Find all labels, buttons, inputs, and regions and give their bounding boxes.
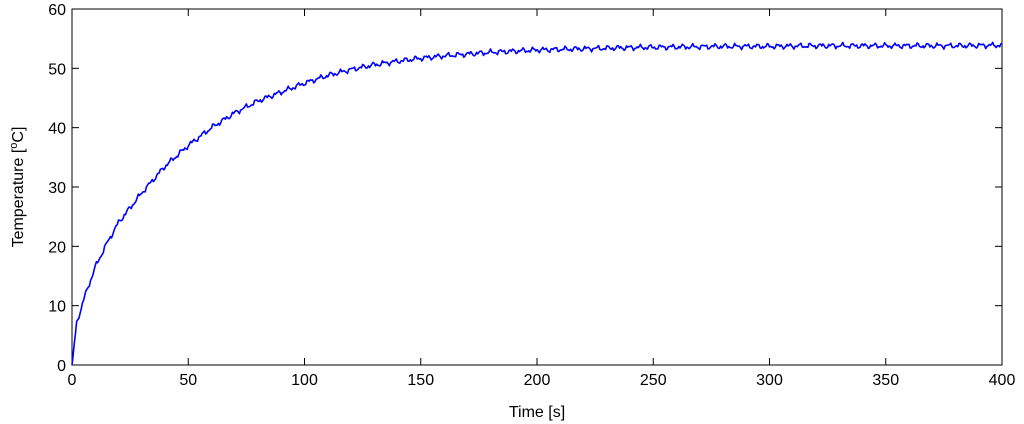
x-tick-label: 150 [407,372,434,389]
x-tick-label: 350 [872,372,899,389]
x-tick-label: 50 [179,372,197,389]
y-tick-label: 10 [48,299,66,316]
x-tick-label: 400 [989,372,1016,389]
y-axis-label-degree: o [8,143,20,149]
x-tick-label: 250 [640,372,667,389]
y-axis-ticks: 0 10 20 30 40 50 60 [48,2,1002,375]
y-axis-label-main: Temperature [ [10,148,27,247]
x-axis-ticks: 0 50 100 150 200 250 300 350 400 [68,9,1016,389]
y-tick-label: 60 [48,2,66,19]
y-tick-label: 50 [48,61,66,78]
y-tick-label: 0 [57,358,66,375]
x-tick-label: 300 [756,372,783,389]
x-tick-label: 200 [524,372,551,389]
y-tick-label: 20 [48,239,66,256]
y-tick-label: 40 [48,121,66,138]
x-tick-label: 0 [68,372,77,389]
x-tick-label: 100 [291,372,318,389]
x-axis-label: Time [s] [509,404,565,421]
y-axis-label-unit: C] [10,127,27,143]
y-tick-label: 30 [48,180,66,197]
plot-area [71,8,1003,366]
y-axis-label: Temperature [oC] [8,127,27,248]
temperature-series-line [71,41,1003,366]
